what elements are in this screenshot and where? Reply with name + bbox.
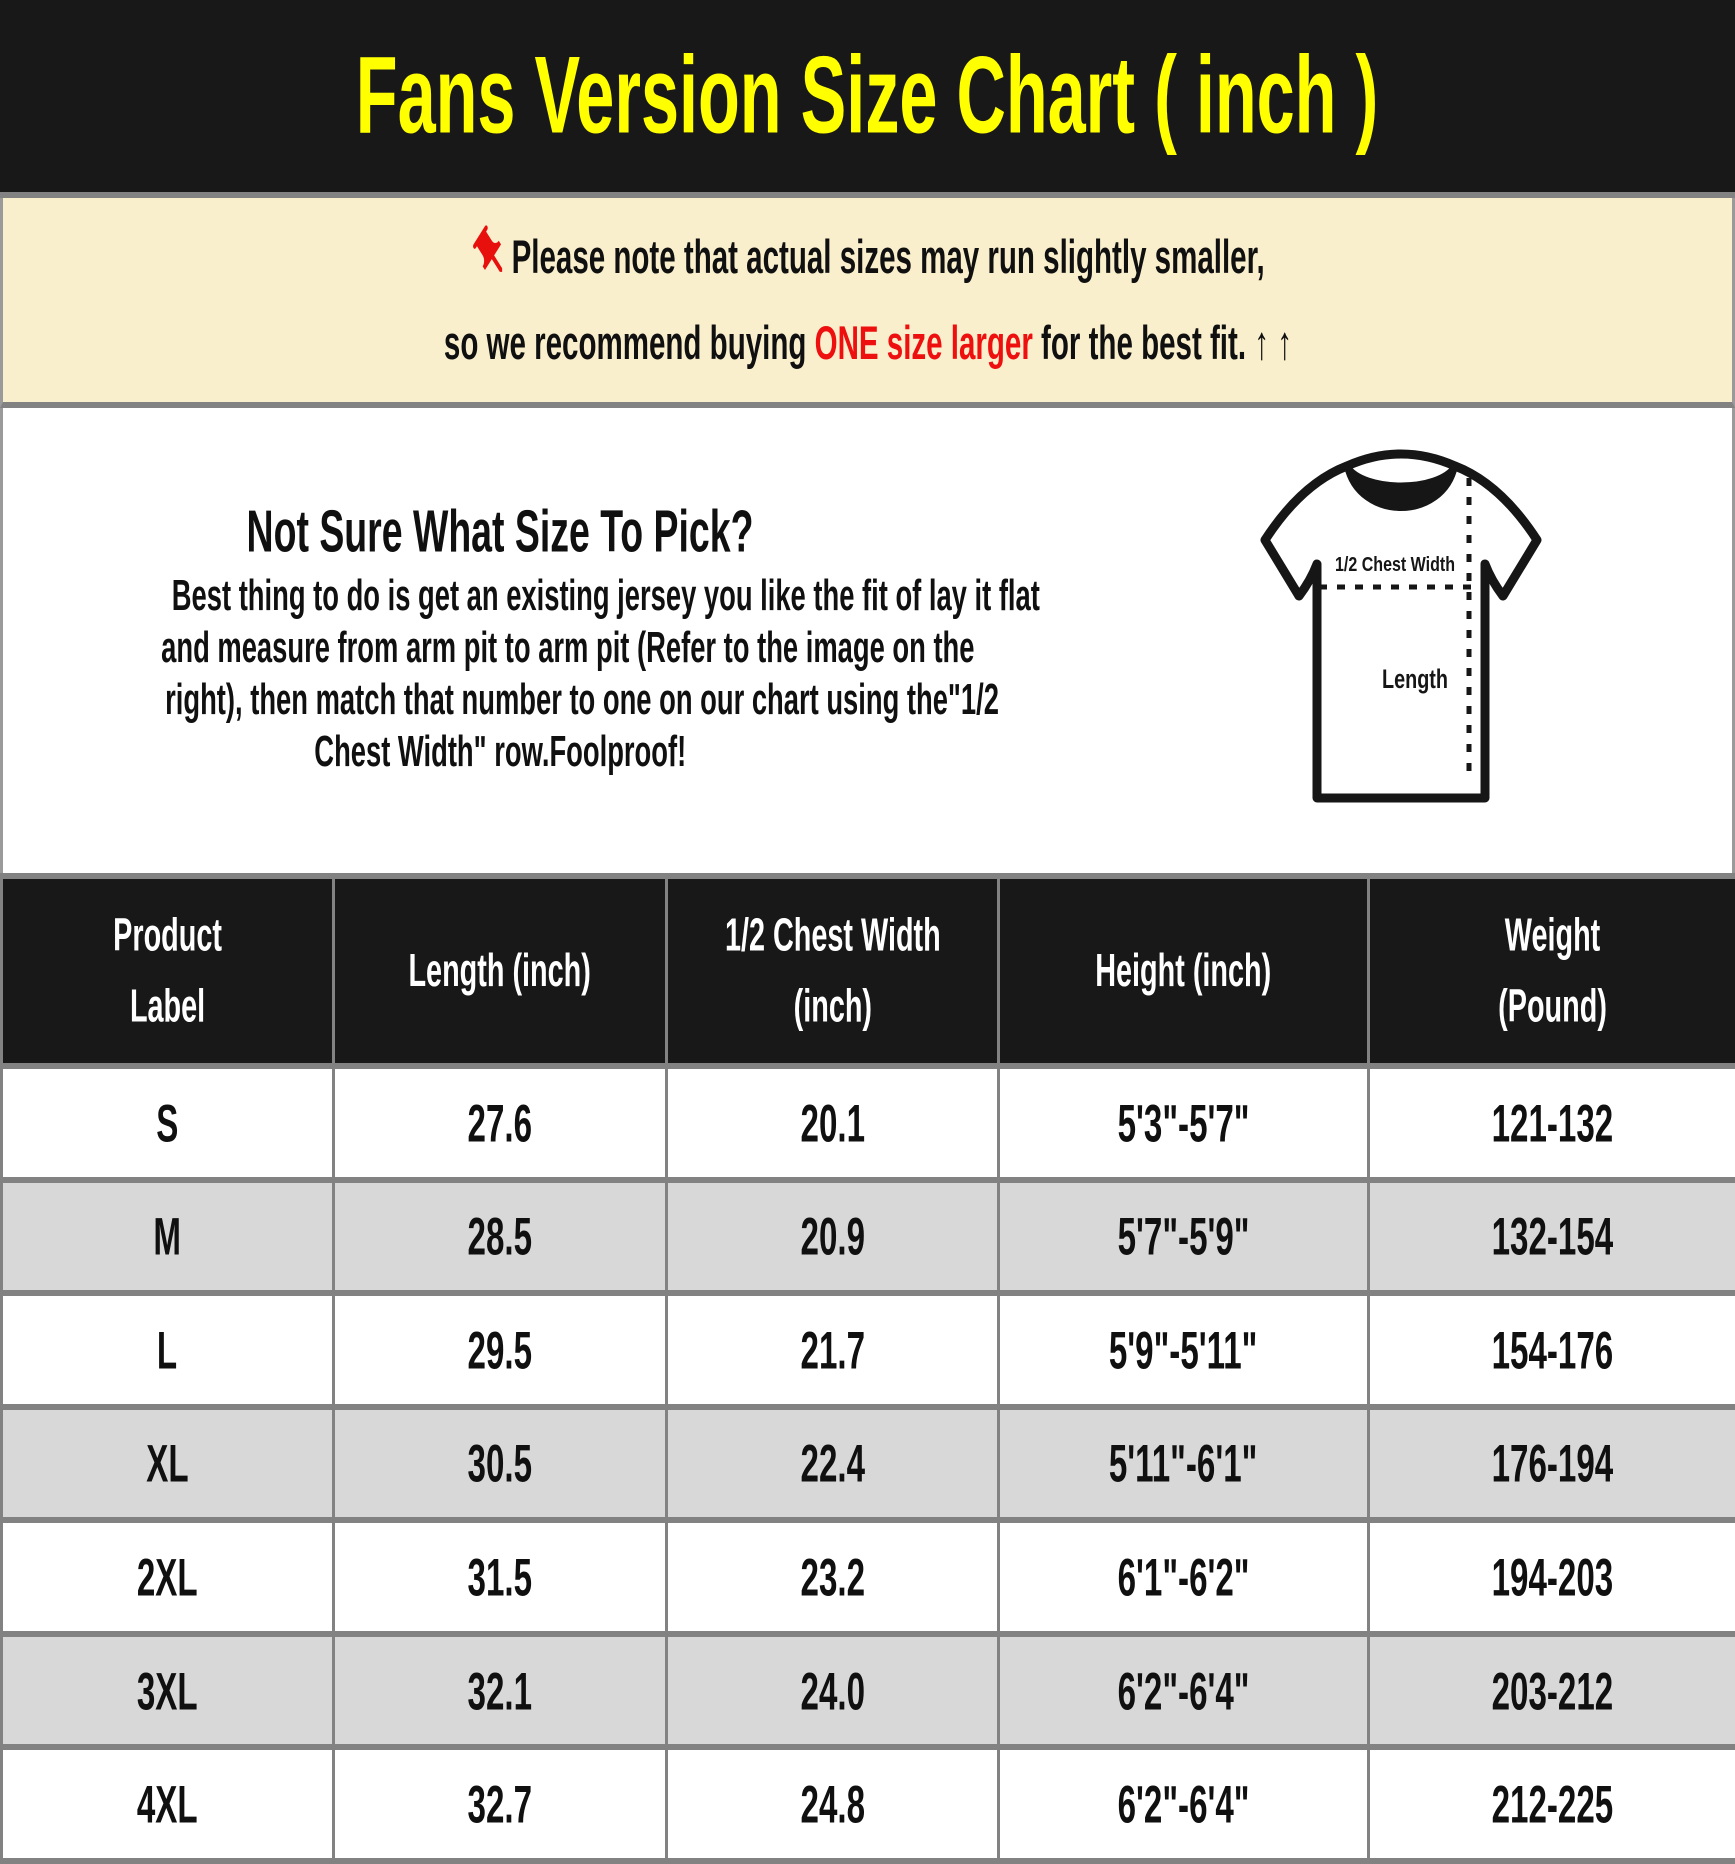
table-cell: 5'11"-6'1"	[997, 1403, 1370, 1524]
note-text-2-red: ONE size larger	[814, 316, 1033, 370]
chest-width-label: 1/2 Chest Width	[1335, 554, 1455, 576]
table-cell: 6'2"-6'4"	[997, 1744, 1370, 1864]
pushpin-icon	[472, 225, 502, 272]
size-help-line: and measure from arm pit to arm pit (Ref…	[161, 623, 975, 673]
table-row-l: L 29.5 21.7 5'9"-5'11" 154-176	[0, 1290, 1735, 1410]
table-cell: M	[0, 1176, 335, 1297]
size-help-line: right), then match that number to one on…	[165, 675, 999, 725]
col-header-product-label: Product Label	[0, 873, 335, 1069]
table-cell: 31.5	[332, 1517, 668, 1637]
table-cell: 3XL	[0, 1630, 335, 1751]
table-cell: 154-176	[1367, 1290, 1735, 1410]
size-help-section: Not Sure What Size To Pick? Best thing t…	[0, 408, 1735, 873]
size-help-text: Not Sure What Size To Pick? Best thing t…	[3, 498, 1040, 778]
tshirt-icon: 1/2 Chest Width Length	[1260, 449, 1542, 803]
table-cell: 23.2	[665, 1517, 1000, 1637]
size-help-line: Chest Width" row.Foolproof!	[314, 727, 687, 777]
table-row-2xl: 2XL 31.5 23.2 6'1"-6'2" 194-203	[0, 1517, 1735, 1637]
table-row-4xl: 4XL 32.7 24.8 6'2"-6'4" 212-225	[0, 1744, 1735, 1864]
table-cell: 32.1	[332, 1630, 668, 1751]
col-header-height: Height (inch)	[997, 873, 1370, 1069]
note-band: Please note that actual sizes may run sl…	[0, 198, 1735, 408]
table-cell: 6'2"-6'4"	[997, 1630, 1370, 1751]
table-cell: S	[0, 1063, 335, 1183]
table-cell: 28.5	[332, 1176, 668, 1297]
table-cell: 132-154	[1367, 1176, 1735, 1297]
table-cell: 32.7	[332, 1744, 668, 1864]
table-cell: L	[0, 1290, 335, 1410]
page-title: Fans Version Size Chart ( inch )	[356, 34, 1379, 157]
table-cell: 22.4	[665, 1403, 1000, 1524]
note-text-2b: for the best fit. ↑ ↑	[1032, 316, 1292, 370]
tshirt-measurement-diagram: 1/2 Chest Width Length	[1251, 448, 1551, 810]
table-cell: 176-194	[1367, 1403, 1735, 1524]
table-cell: 24.0	[665, 1630, 1000, 1751]
note-line-1: Please note that actual sizes may run sl…	[3, 214, 1732, 300]
table-cell: 20.1	[665, 1063, 1000, 1183]
table-row-m: M 28.5 20.9 5'7"-5'9" 132-154	[0, 1176, 1735, 1297]
table-header-row: Product Label Length (inch) 1/2 Chest Wid…	[0, 873, 1735, 1069]
table-cell: 20.9	[665, 1176, 1000, 1297]
note-text-2a: so we recommend buying	[443, 316, 815, 370]
table-cell: 29.5	[332, 1290, 668, 1410]
col-header-length: Length (inch)	[332, 873, 668, 1069]
size-chart-table: Product Label Length (inch) 1/2 Chest Wid…	[0, 873, 1735, 1864]
note-line-2: so we recommend buying ONE size larger f…	[3, 300, 1732, 386]
table-cell: 5'9"-5'11"	[997, 1290, 1370, 1410]
tshirt-collar	[1344, 463, 1458, 511]
col-header-weight: Weight (Pound)	[1367, 873, 1735, 1069]
size-help-line: Best thing to do is get an existing jers…	[171, 571, 1040, 621]
title-band: Fans Version Size Chart ( inch )	[0, 0, 1735, 198]
table-row-xl: XL 30.5 22.4 5'11"-6'1" 176-194	[0, 1403, 1735, 1524]
table-cell: 2XL	[0, 1517, 335, 1637]
table-cell: 4XL	[0, 1744, 335, 1864]
table-cell: 5'7"-5'9"	[997, 1176, 1370, 1297]
table-cell: 121-132	[1367, 1063, 1735, 1183]
table-cell: 212-225	[1367, 1744, 1735, 1864]
table-cell: 27.6	[332, 1063, 668, 1183]
table-cell: 203-212	[1367, 1630, 1735, 1751]
length-label: Length	[1382, 664, 1448, 694]
table-cell: 21.7	[665, 1290, 1000, 1410]
table-cell: 5'3"-5'7"	[997, 1063, 1370, 1183]
note-text-1: Please note that actual sizes may run sl…	[511, 230, 1265, 284]
table-cell: XL	[0, 1403, 335, 1524]
table-cell: 6'1"-6'2"	[997, 1517, 1370, 1637]
table-row-s: S 27.6 20.1 5'3"-5'7" 121-132	[0, 1063, 1735, 1183]
table-row-3xl: 3XL 32.1 24.0 6'2"-6'4" 203-212	[0, 1630, 1735, 1751]
size-help-heading: Not Sure What Size To Pick?	[247, 498, 754, 566]
col-header-chest-width: 1/2 Chest Width (inch)	[665, 873, 1000, 1069]
table-cell: 194-203	[1367, 1517, 1735, 1637]
table-cell: 24.8	[665, 1744, 1000, 1864]
table-cell: 30.5	[332, 1403, 668, 1524]
